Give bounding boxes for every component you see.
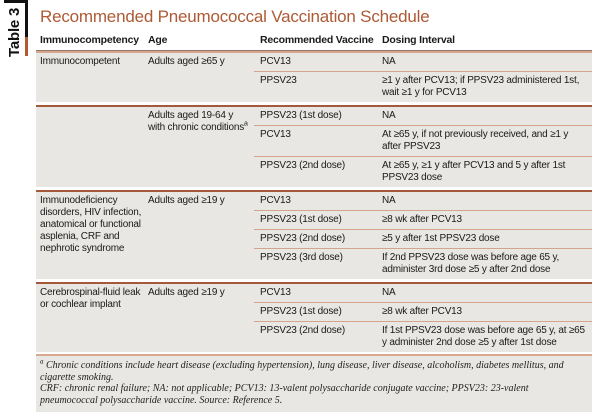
header-rule-dark [36,50,592,51]
vaccine-row: PPSV23 (1st dose) ≥8 wk after PCV13 [254,210,592,229]
vaccine-rows: PCV13 NA PPSV23 (1st dose) ≥8 wk after P… [254,284,592,352]
interval-cell: If 1st PPSV23 dose was before age 65 y, … [382,325,585,348]
interval-cell: NA [382,287,396,298]
col-header-age: Age [148,34,168,46]
group-csf-leak: Cerebrospinal-fluid leak or cochlear imp… [36,284,592,352]
group-separator [36,187,592,192]
immunocompetency-cell: Cerebrospinal-fluid leak or cochlear imp… [40,287,141,310]
interval-cell: ≥5 y after 1st PPSV23 dose [382,233,500,244]
column-header-row: Immunocompetency Age Recommended Vaccine… [36,31,592,50]
vaccine-cell: PCV13 [260,287,291,298]
immunocompetency-cell: Immunodeficiency disorders, HIV infectio… [40,195,142,254]
vaccine-row: PCV13 NA [254,192,592,210]
footnote-chronic-conditions: a Chronic conditions include heart disea… [40,357,584,383]
col-header-dosing-interval: Dosing Interval [382,34,455,46]
age-cell: Adults aged 19-64 y with chronic conditi… [148,107,254,187]
vaccine-row: PPSV23 ≥1 y after PCV13; if PPSV23 admin… [254,71,592,102]
group-immunocompetent: Immunocompetent Adults aged ≥65 y PCV13 … [36,53,592,102]
vaccine-cell: PCV13 [260,195,291,206]
footnote-abbreviations: CRF: chronic renal failure; NA: not appl… [40,383,584,406]
interval-cell: ≥8 wk after PCV13 [382,306,462,317]
age-cell: Adults aged ≥65 y [148,53,254,102]
vaccine-row: PCV13 NA [254,284,592,302]
vaccine-cell: PCV13 [260,56,291,67]
footnote-marker: a [40,357,44,366]
col-header-recommended-vaccine: Recommended Vaccine [260,34,374,46]
vaccine-rows: PCV13 NA PPSV23 ≥1 y after PCV13; if PPS… [254,53,592,102]
interval-cell: NA [382,110,396,121]
age-cell: Adults aged ≥19 y [148,192,254,279]
vaccine-row: PPSV23 (1st dose) NA [254,107,592,125]
immunocompetency-cell [36,107,148,187]
vaccine-row: PCV13 NA [254,53,592,71]
footnotes: a Chronic conditions include heart disea… [36,356,592,412]
vaccine-cell: PPSV23 (3rd dose) [260,252,343,263]
interval-cell: If 2nd PPSV23 dose was before age 65 y, … [382,252,560,275]
spine-side-rule-black [25,0,28,37]
interval-cell: ≥1 y after PCV13; if PPSV23 administered… [382,75,580,98]
vaccine-cell: PPSV23 (2nd dose) [260,233,345,244]
table-body: Immunocompetent Adults aged ≥65 y PCV13 … [36,53,592,352]
interval-cell: At ≥65 y, if not previously received, an… [382,129,569,152]
interval-cell: At ≥65 y, ≥1 y after PCV13 and 5 y after… [382,160,566,183]
interval-cell: NA [382,56,396,67]
vaccine-rows: PCV13 NA PPSV23 (1st dose) ≥8 wk after P… [254,192,592,279]
table-number-label: Table 3 [6,7,23,57]
vaccine-row: PPSV23 (1st dose) ≥8 wk after PCV13 [254,302,592,321]
header-rule-light [36,51,592,53]
vaccine-cell: PPSV23 (2nd dose) [260,325,345,336]
vaccine-cell: PPSV23 (1st dose) [260,110,342,121]
table-title: Recommended Pneumococcal Vaccination Sch… [40,7,430,26]
vaccine-cell: PCV13 [260,129,291,140]
footnote-text: CRF: chronic renal failure; NA: not appl… [40,383,529,406]
vaccine-cell: PPSV23 (2nd dose) [260,160,345,171]
interval-cell: NA [382,195,396,206]
footnote-text: Chronic conditions include heart disease… [40,360,564,383]
group-immunodeficiency: Immunodeficiency disorders, HIV infectio… [36,192,592,279]
spine-top-rule [4,0,25,3]
age-text: Adults aged ≥19 y [148,195,225,206]
col-header-immunocompetency: Immunocompetency [40,34,139,46]
age-text: Adults aged ≥65 y [148,56,225,67]
vaccine-row: PPSV23 (2nd dose) If 1st PPSV23 dose was… [254,321,592,352]
age-text: Adults aged 19-64 y with chronic conditi… [148,110,245,133]
table-main: Recommended Pneumococcal Vaccination Sch… [36,0,592,412]
vaccine-cell: PPSV23 [260,75,297,86]
vaccine-row: PPSV23 (2nd dose) ≥5 y after 1st PPSV23 … [254,229,592,248]
interval-cell: ≥8 wk after PCV13 [382,214,462,225]
vaccine-row: PPSV23 (2nd dose) At ≥65 y, ≥1 y after P… [254,156,592,187]
age-cell: Adults aged ≥19 y [148,284,254,352]
age-text: Adults aged ≥19 y [148,287,225,298]
age-footnote-marker: a [244,120,248,128]
vaccine-row: PPSV23 (3rd dose) If 2nd PPSV23 dose was… [254,248,592,279]
group-chronic-conditions: Adults aged 19-64 y with chronic conditi… [36,107,592,187]
group-separator [36,102,592,107]
vaccine-row: PCV13 At ≥65 y, if not previously receiv… [254,125,592,156]
table-label-spine: Table 3 [4,0,34,140]
footnote-separator [36,352,592,356]
vaccine-rows: PPSV23 (1st dose) NA PCV13 At ≥65 y, if … [254,107,592,187]
vaccine-cell: PPSV23 (1st dose) [260,306,342,317]
spine-side-rule-orange [25,37,28,56]
immunocompetency-cell: Immunocompetent [40,56,120,67]
group-separator [36,279,592,284]
vaccine-cell: PPSV23 (1st dose) [260,214,342,225]
